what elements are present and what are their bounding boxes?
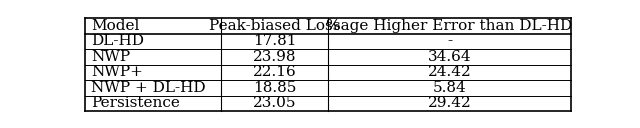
Text: 5.84: 5.84 (433, 81, 467, 95)
Text: NWP+: NWP+ (92, 65, 143, 79)
Text: 23.05: 23.05 (253, 96, 296, 110)
Text: NWP + DL-HD: NWP + DL-HD (92, 81, 206, 95)
Text: 22.16: 22.16 (253, 65, 296, 79)
Text: Model: Model (92, 19, 140, 33)
Text: 23.98: 23.98 (253, 50, 296, 64)
Text: 34.64: 34.64 (428, 50, 471, 64)
Text: DL-HD: DL-HD (92, 34, 145, 49)
Text: 24.42: 24.42 (428, 65, 472, 79)
Text: -: - (447, 34, 452, 49)
Text: Persistence: Persistence (92, 96, 180, 110)
Text: Peak-biased Loss: Peak-biased Loss (209, 19, 340, 33)
Text: 17.81: 17.81 (253, 34, 296, 49)
Text: %age Higher Error than DL-HD: %age Higher Error than DL-HD (326, 19, 573, 33)
Text: NWP: NWP (92, 50, 131, 64)
Text: 18.85: 18.85 (253, 81, 296, 95)
Text: 29.42: 29.42 (428, 96, 472, 110)
